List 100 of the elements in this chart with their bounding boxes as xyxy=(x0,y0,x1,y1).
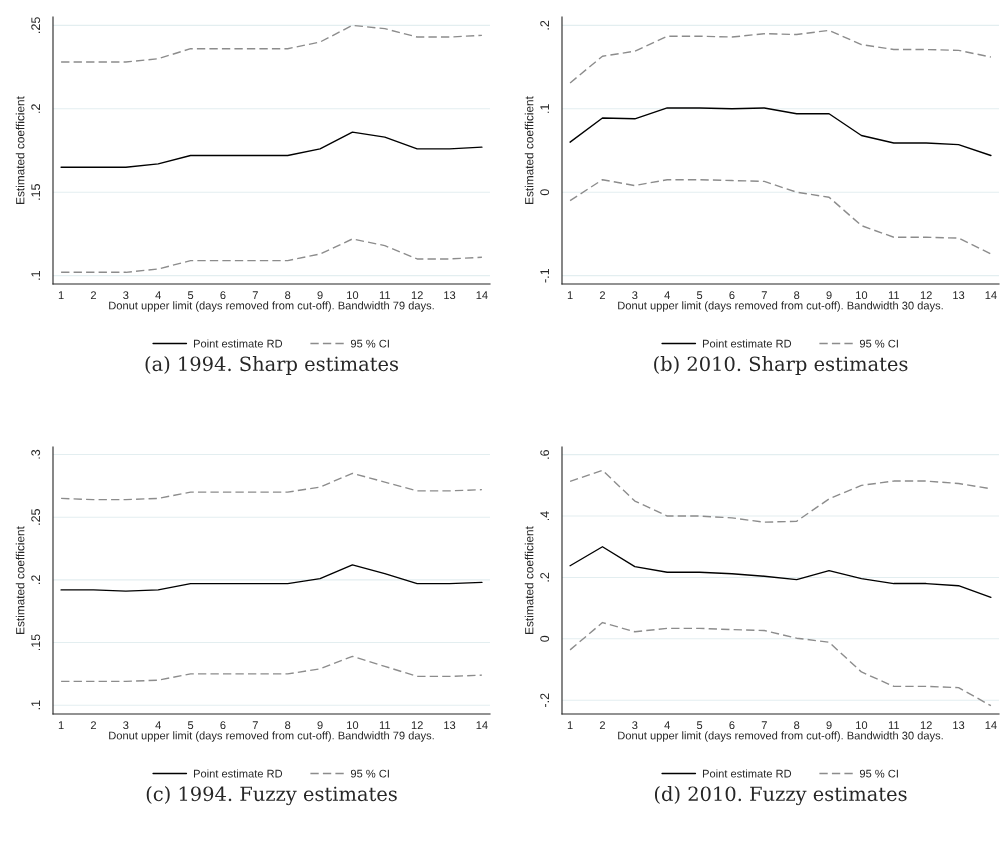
line-series xyxy=(569,29,992,84)
x-axis-title: Donut upper limit (days removed from cut-off). Bandwidth 30 days. xyxy=(618,301,943,312)
x-tick-label: 7 xyxy=(761,291,767,299)
x-tick-label: 4 xyxy=(664,291,670,299)
line-series xyxy=(60,655,483,683)
legend-label: Point estimate RD xyxy=(193,339,283,348)
x-tick-label: 13 xyxy=(444,721,456,730)
x-tick-label: 2 xyxy=(599,721,605,729)
x-tick-label: 11 xyxy=(379,721,391,729)
x-tick-label: 6 xyxy=(220,291,226,300)
x-tick-label: 4 xyxy=(664,721,670,729)
x-tick-label: 12 xyxy=(411,721,423,729)
x-tick-label: 7 xyxy=(761,721,767,729)
x-tick-label: 8 xyxy=(794,721,800,730)
legend-label: Point estimate RD xyxy=(702,339,792,348)
x-tick-label: 1 xyxy=(567,721,573,729)
line-series xyxy=(60,472,483,501)
x-tick-label: 12 xyxy=(920,291,932,299)
x-tick-label: 11 xyxy=(379,291,391,299)
legend-label: Point estimate RD xyxy=(702,769,792,778)
x-tick-label: 12 xyxy=(920,721,932,729)
x-tick-label: 2 xyxy=(599,291,605,299)
x-tick-label: 9 xyxy=(826,721,832,730)
y-tick-label: .15 xyxy=(31,634,41,651)
x-tick-label: 11 xyxy=(888,291,900,299)
x-tick-label: 4 xyxy=(155,291,161,299)
x-tick-label: 9 xyxy=(826,291,832,300)
y-tick-label: -.2 xyxy=(540,693,549,707)
y-tick-label: .6 xyxy=(540,450,550,459)
x-tick-label: 1 xyxy=(58,721,64,729)
line-series xyxy=(569,179,992,255)
text: (a) 1994. Sharp estimates xyxy=(145,356,398,375)
x-tick-label: 14 xyxy=(476,291,488,299)
legend-label: Point estimate RD xyxy=(193,769,283,778)
line-series xyxy=(60,24,483,63)
x-axis-title: Donut upper limit (days removed from cut-off). Bandwidth 79 days. xyxy=(109,301,434,312)
x-tick-label: 5 xyxy=(696,291,703,300)
line-series xyxy=(569,107,992,157)
x-tick-label: 3 xyxy=(123,721,129,730)
y-tick-label: .25 xyxy=(31,17,41,33)
y-tick-label: .2 xyxy=(31,104,40,113)
line-series xyxy=(60,131,483,168)
y-axis-title: Estimated coefficient xyxy=(15,96,25,204)
line-series xyxy=(569,621,992,707)
y-axis-title: Estimated coefficient xyxy=(524,526,534,634)
x-tick-label: 5 xyxy=(187,291,194,300)
x-tick-label: 9 xyxy=(317,291,323,300)
x-tick-label: 13 xyxy=(444,291,456,300)
y-tick-label: .3 xyxy=(31,449,41,459)
x-tick-label: 8 xyxy=(794,291,800,300)
x-tick-label: 2 xyxy=(90,291,96,299)
x-tick-label: 6 xyxy=(729,721,735,730)
x-tick-label: 13 xyxy=(953,291,965,300)
x-tick-label: 14 xyxy=(476,721,488,729)
y-tick-label: .2 xyxy=(540,572,549,582)
x-tick-label: 1 xyxy=(58,291,64,299)
y-tick-label: .25 xyxy=(31,509,41,525)
y-axis-title: Estimated coefficient xyxy=(524,96,534,204)
legend-label: 95 % CI xyxy=(350,769,389,778)
y-tick-label: .1 xyxy=(540,104,549,113)
x-tick-label: 13 xyxy=(953,721,965,730)
x-tick-label: 3 xyxy=(632,291,638,300)
y-tick-label: .2 xyxy=(540,20,549,30)
text: (c) 1994. Fuzzy estimates xyxy=(146,786,397,806)
legend-label: 95 % CI xyxy=(859,339,898,348)
line-series xyxy=(60,564,483,592)
x-tick-label: 6 xyxy=(729,291,735,300)
x-tick-label: 2 xyxy=(90,721,96,729)
y-tick-label: .15 xyxy=(31,184,41,200)
x-tick-label: 7 xyxy=(252,721,258,729)
x-tick-label: 8 xyxy=(285,721,291,730)
x-tick-label: 10 xyxy=(856,721,868,730)
y-tick-label: 0 xyxy=(540,189,550,196)
x-tick-label: 1 xyxy=(567,291,573,299)
x-tick-label: 10 xyxy=(347,291,359,300)
x-tick-label: 10 xyxy=(856,291,868,300)
x-tick-label: 7 xyxy=(252,291,258,299)
legend-label: 95 % CI xyxy=(350,339,389,348)
y-tick-label: 0 xyxy=(540,635,550,642)
y-tick-label: -.1 xyxy=(540,268,549,283)
x-tick-label: 3 xyxy=(632,721,638,730)
y-axis-title: Estimated coefficient xyxy=(15,526,25,634)
x-tick-label: 10 xyxy=(347,721,359,730)
y-tick-label: .2 xyxy=(31,575,40,584)
y-tick-label: .1 xyxy=(31,271,40,280)
x-tick-label: 12 xyxy=(411,291,423,299)
x-axis-title: Donut upper limit (days removed from cut-off). Bandwidth 79 days. xyxy=(109,731,434,742)
line-series xyxy=(569,546,992,599)
x-tick-label: 4 xyxy=(155,721,161,729)
x-tick-label: 11 xyxy=(888,721,900,729)
x-tick-label: 5 xyxy=(696,721,703,730)
text: (b) 2010. Sharp estimates xyxy=(654,356,908,375)
x-tick-label: 14 xyxy=(985,721,997,729)
text: (d) 2010. Fuzzy estimates xyxy=(654,786,907,806)
x-tick-label: 6 xyxy=(220,721,226,730)
y-tick-label: .1 xyxy=(31,700,40,710)
y-tick-label: .4 xyxy=(540,511,549,521)
legend-label: 95 % CI xyxy=(859,769,898,778)
x-axis-title: Donut upper limit (days removed from cut-off). Bandwidth 30 days. xyxy=(618,731,943,742)
x-tick-label: 14 xyxy=(985,291,997,299)
